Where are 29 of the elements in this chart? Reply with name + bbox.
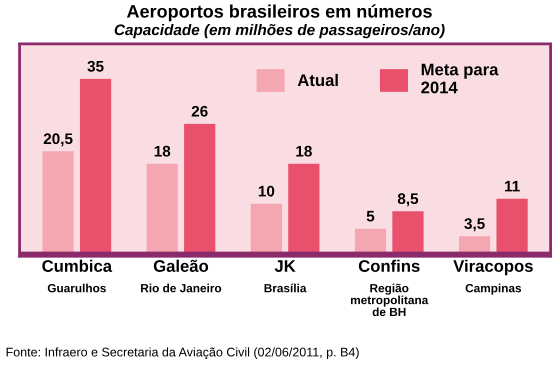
data-label: 3,5 (464, 218, 485, 232)
source-note: Fonte: Infraero e Secretaria da Aviação Civil (02/06/2011, p. B4) (6, 347, 359, 360)
bar (496, 198, 528, 254)
data-label: 26 (192, 106, 208, 117)
bar (354, 228, 386, 254)
data-label: 18 (154, 146, 170, 157)
x-tick-label: JK Brasília (264, 260, 306, 292)
x-tick-label: Galeão Rio de Janeiro (141, 260, 222, 292)
x-tick-label: Cumbica Guarulhos (42, 260, 112, 292)
bar (250, 204, 282, 254)
data-label: 10 (258, 186, 274, 197)
bar (146, 164, 178, 254)
bar (184, 124, 216, 254)
x-tick-label: Confins Região metropolitana de BH (350, 260, 428, 316)
data-label: 35 (87, 60, 104, 72)
bar (288, 164, 320, 254)
x-tick-label: Viracopos Campinas (453, 260, 533, 295)
chart-title: Aeroportos brasileiros em números (126, 4, 432, 22)
legend-label: Atual (298, 74, 338, 86)
data-label: 18 (296, 146, 312, 157)
chart-subtitle: Capacidade (em milhões de passageiros/ano) (114, 24, 445, 38)
bar (42, 151, 74, 254)
data-label: 20,5 (44, 133, 73, 146)
bar (392, 211, 424, 254)
legend-label: Meta para 2014 (421, 64, 499, 94)
bar (80, 78, 112, 254)
data-label: 5 (366, 210, 374, 222)
data-label: 11 (504, 180, 520, 192)
data-label: 8,5 (398, 193, 418, 206)
